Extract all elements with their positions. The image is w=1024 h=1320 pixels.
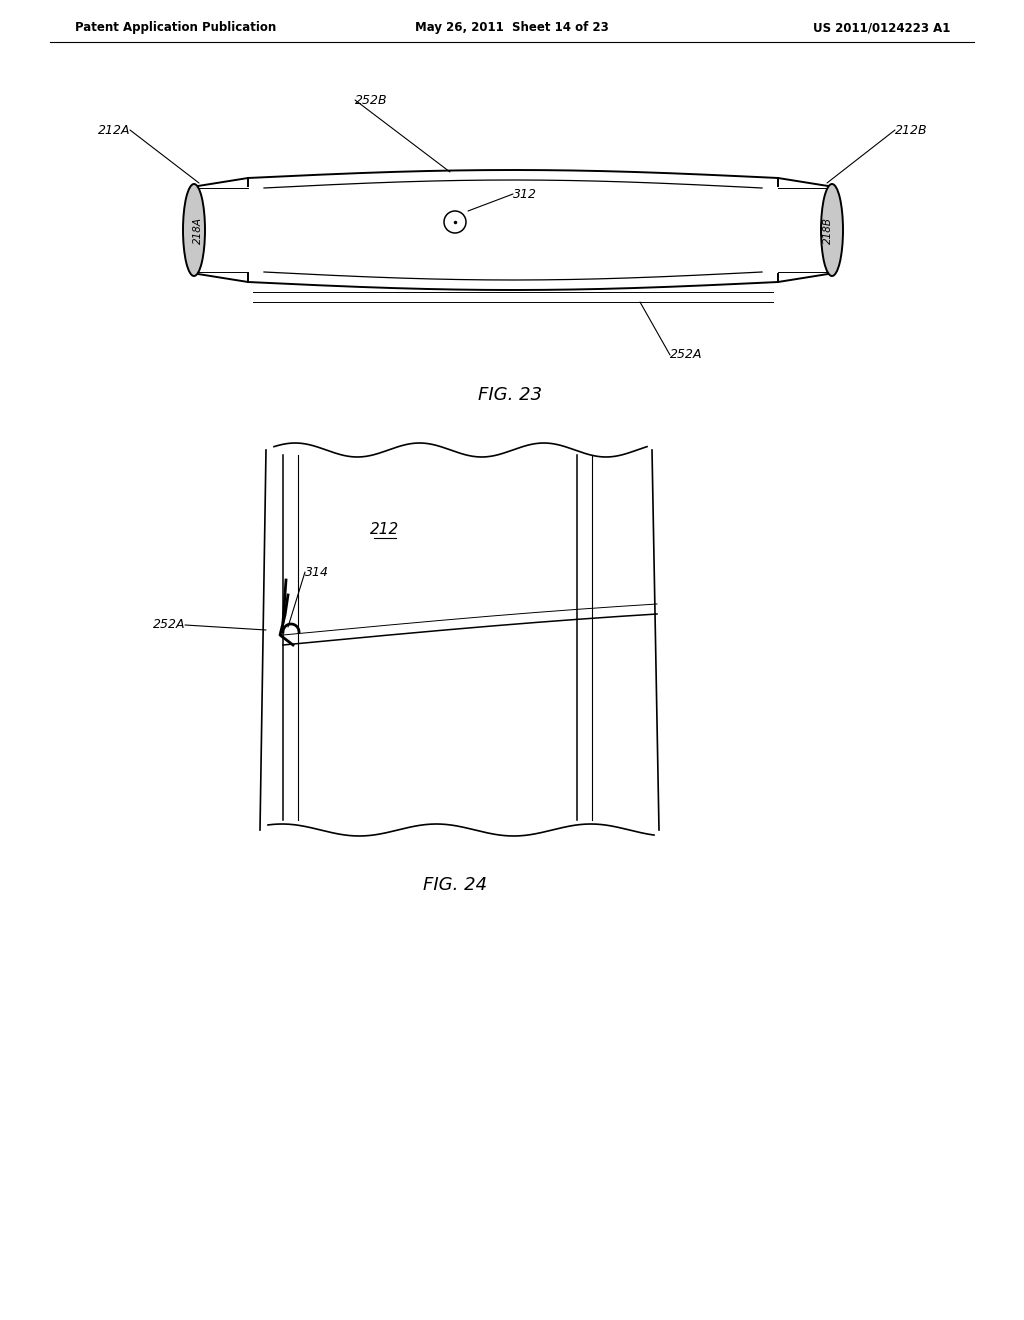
Text: 252B: 252B xyxy=(355,94,388,107)
Text: Patent Application Publication: Patent Application Publication xyxy=(75,21,276,34)
Text: 212B: 212B xyxy=(895,124,928,136)
Ellipse shape xyxy=(183,183,205,276)
Ellipse shape xyxy=(821,183,843,276)
Text: 252A: 252A xyxy=(670,348,702,362)
Text: 312: 312 xyxy=(513,187,537,201)
Text: 218A: 218A xyxy=(193,216,203,243)
Text: FIG. 24: FIG. 24 xyxy=(423,876,487,894)
Text: 314: 314 xyxy=(305,565,329,578)
Text: 212: 212 xyxy=(371,523,399,537)
Text: 218B: 218B xyxy=(823,216,833,243)
Text: 212A: 212A xyxy=(97,124,130,136)
Text: 252A: 252A xyxy=(153,619,185,631)
Text: FIG. 23: FIG. 23 xyxy=(478,385,542,404)
Text: US 2011/0124223 A1: US 2011/0124223 A1 xyxy=(813,21,950,34)
Text: May 26, 2011  Sheet 14 of 23: May 26, 2011 Sheet 14 of 23 xyxy=(415,21,609,34)
